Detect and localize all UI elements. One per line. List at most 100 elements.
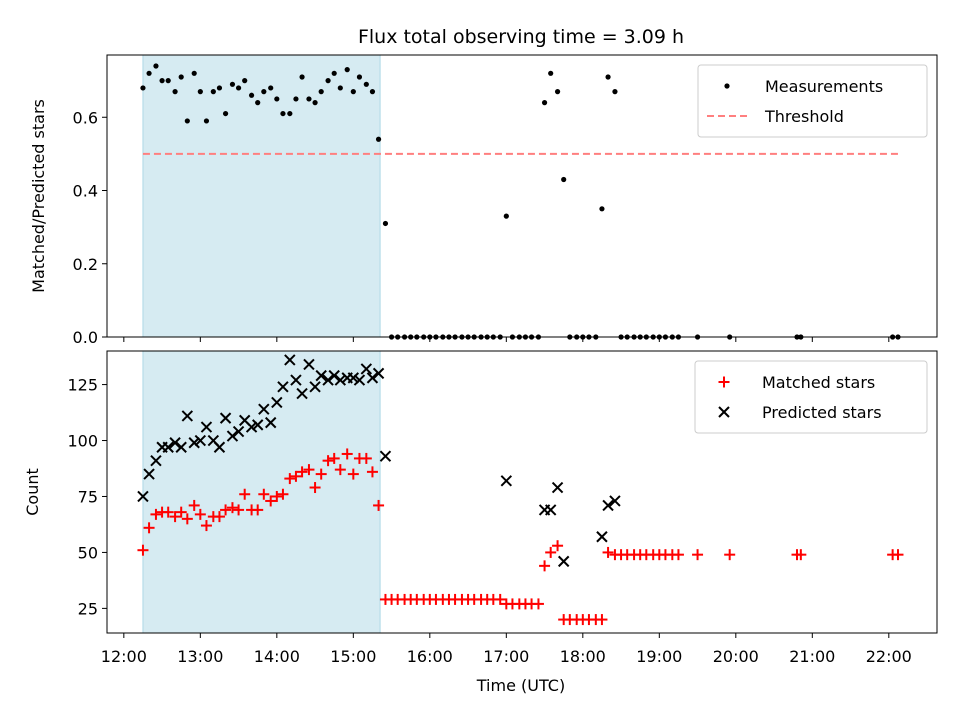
data-point: [795, 549, 807, 561]
data-point-b: [150, 454, 162, 467]
data-point-b: [238, 414, 251, 427]
data-point: [150, 454, 162, 467]
y-tick-label: 0.4: [73, 182, 98, 201]
data-point-b: [264, 416, 277, 429]
data-point: [309, 381, 321, 393]
data-point: [239, 488, 251, 500]
data-point: [175, 441, 187, 453]
legend-marker-b: [718, 406, 730, 418]
data-point-b: [334, 374, 347, 386]
data-point: [213, 441, 226, 453]
data-point-b: [284, 354, 296, 366]
x-tick-label: 20:00: [713, 647, 759, 666]
x-tick-label: 18:00: [560, 647, 606, 666]
data-point-b: [322, 374, 334, 386]
data-point: [353, 374, 366, 386]
data-point: [242, 78, 248, 84]
data-point: [265, 495, 277, 507]
data-point-b: [602, 499, 614, 512]
legend-marker: [718, 376, 730, 388]
data-point: [544, 504, 557, 516]
data-point: [172, 89, 178, 95]
data-point: [188, 437, 200, 449]
data-point: [143, 468, 155, 480]
y-tick-label: 25: [78, 599, 98, 618]
data-point: [344, 67, 350, 73]
data-point: [552, 540, 564, 552]
data-point: [545, 546, 557, 558]
chart-title: Flux total observing time = 3.09 h: [358, 26, 684, 48]
data-point: [315, 369, 327, 382]
data-point-b: [271, 396, 283, 409]
data-point: [226, 430, 239, 442]
data-point: [184, 118, 190, 124]
data-point-b: [251, 419, 264, 431]
data-point: [299, 74, 305, 80]
legend-item: Matched stars: [718, 373, 875, 392]
data-point: [539, 560, 551, 572]
data-point-b: [245, 421, 258, 433]
data-point-b: [500, 475, 513, 487]
data-point: [372, 367, 385, 380]
data-point: [596, 531, 608, 543]
data-point: [255, 100, 261, 106]
data-point: [258, 403, 270, 415]
data-point: [290, 374, 302, 386]
data-point-b: [609, 495, 621, 507]
data-point: [191, 70, 197, 76]
legend-label: Measurements: [765, 77, 883, 96]
data-point: [612, 89, 618, 95]
legend-label: Threshold: [764, 107, 844, 126]
data-point: [500, 475, 513, 487]
data-point: [261, 89, 267, 95]
data-point: [303, 464, 315, 476]
data-point-b: [366, 372, 379, 384]
data-point: [153, 63, 159, 69]
x-tick-label: 19:00: [636, 647, 682, 666]
data-point: [248, 92, 255, 98]
data-point-b: [353, 374, 366, 386]
legend: Matched stars Predicted stars: [694, 360, 928, 434]
data-point: [220, 504, 232, 516]
data-point: [181, 513, 193, 525]
data-point-b: [296, 387, 308, 400]
legend-marker: [724, 83, 730, 89]
data-point: [334, 464, 346, 476]
data-point: [169, 437, 181, 449]
y-tick-label: 100: [67, 432, 98, 451]
data-point: [312, 100, 318, 106]
data-point: [287, 110, 293, 117]
panel-ratio: 0.0 0.2 0.4 0.6 Matched/Predicted stars Measu…: [29, 54, 938, 347]
data-point-b: [551, 481, 564, 494]
data-point: [724, 549, 736, 561]
data-point: [373, 499, 385, 511]
data-point: [268, 85, 274, 91]
data-point-b: [200, 421, 213, 433]
data-point-b: [258, 403, 270, 415]
data-point: [337, 85, 343, 91]
legend-marker: [718, 406, 730, 418]
data-point: [325, 78, 331, 84]
panel-counts: 25 50 75 100 125 Count Matched stars Predicted …: [23, 350, 938, 638]
data-point: [318, 89, 324, 95]
data-point: [360, 363, 373, 375]
data-point: [188, 499, 200, 511]
data-point: [303, 358, 315, 371]
data-point: [264, 416, 277, 429]
data-point: [334, 374, 347, 386]
data-point: [350, 89, 356, 95]
y-tick-label: 50: [78, 543, 98, 562]
data-point-b: [143, 468, 155, 480]
y-tick-label: 125: [67, 376, 98, 395]
data-point: [251, 419, 264, 431]
data-point: [181, 410, 194, 422]
data-point: [150, 508, 162, 520]
data-point: [347, 468, 359, 480]
data-point: [210, 89, 216, 95]
y-tick-label: 0.6: [73, 108, 98, 127]
x-axis-label: Time (UTC): [476, 676, 565, 695]
data-point-b: [372, 367, 385, 380]
data-point: [692, 549, 704, 561]
x-tick-label: 16:00: [407, 647, 453, 666]
